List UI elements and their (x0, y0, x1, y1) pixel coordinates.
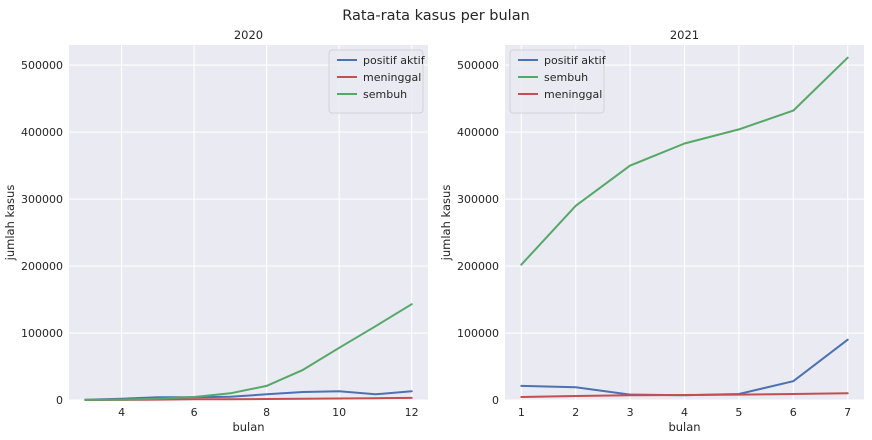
x-tick-label: 6 (191, 406, 198, 419)
y-tick-label: 300000 (21, 193, 63, 206)
chart-panel-2020: 0 100000 200000 300000 400000 500000 4 6 8 10 12 20… (3, 28, 428, 434)
y-tick-label: 400000 (21, 126, 63, 139)
series-line-sembuh (520, 56, 849, 266)
y-tick-label: 200000 (21, 260, 63, 273)
series-line-sembuh (84, 303, 413, 401)
x-tick-label: 10 (332, 406, 346, 419)
x-tick-label: 2 (572, 406, 579, 419)
y-tick-label: 500000 (21, 59, 63, 72)
y-tick-label: 0 (492, 394, 499, 407)
x-tick-label: 7 (844, 406, 851, 419)
x-tick-label: 5 (735, 406, 742, 419)
legend-entry: positif aktif (544, 54, 607, 67)
x-axis-label: bulan (668, 420, 700, 434)
x-tick-label: 12 (405, 406, 419, 419)
x-tick-label: 1 (518, 406, 525, 419)
legend-entry: sembuh (363, 88, 407, 101)
legend-entry: sembuh (544, 71, 588, 84)
x-tick-label: 6 (790, 406, 797, 419)
chart-title: 2020 (234, 28, 263, 42)
x-axis-label: bulan (232, 420, 264, 434)
y-axis-label: jumlah kasus (3, 185, 17, 262)
x-tick-label: 4 (681, 406, 688, 419)
y-tick-label: 200000 (457, 260, 499, 273)
legend-box (328, 49, 424, 114)
series-line-positif-aktif (84, 390, 413, 401)
legend-entry: positif aktif (363, 54, 426, 67)
y-tick-label: 100000 (21, 327, 63, 340)
legend: positif aktif sembuh meninggal (509, 49, 607, 114)
x-tick-label: 3 (627, 406, 634, 419)
legend: positif aktif meninggal sembuh (328, 49, 426, 114)
y-tick-label: 500000 (457, 59, 499, 72)
chart-title: 2021 (670, 28, 699, 42)
series-line-meninggal (520, 392, 849, 398)
x-tick-label: 8 (263, 406, 270, 419)
legend-box (509, 49, 605, 114)
legend-entry: meninggal (544, 88, 602, 101)
figure-title: Rata-rata kasus per bulan (342, 8, 530, 24)
legend-entry: meninggal (363, 71, 421, 84)
y-tick-label: 400000 (457, 126, 499, 139)
y-tick-label: 300000 (457, 193, 499, 206)
y-axis-label: jumlah kasus (439, 185, 453, 262)
chart-panel-2021: 0 100000 200000 300000 400000 500000 1 2 3 4 5 6 7 20… (439, 28, 864, 434)
y-tick-label: 0 (56, 394, 63, 407)
x-tick-label: 4 (118, 406, 125, 419)
y-tick-label: 100000 (457, 327, 499, 340)
